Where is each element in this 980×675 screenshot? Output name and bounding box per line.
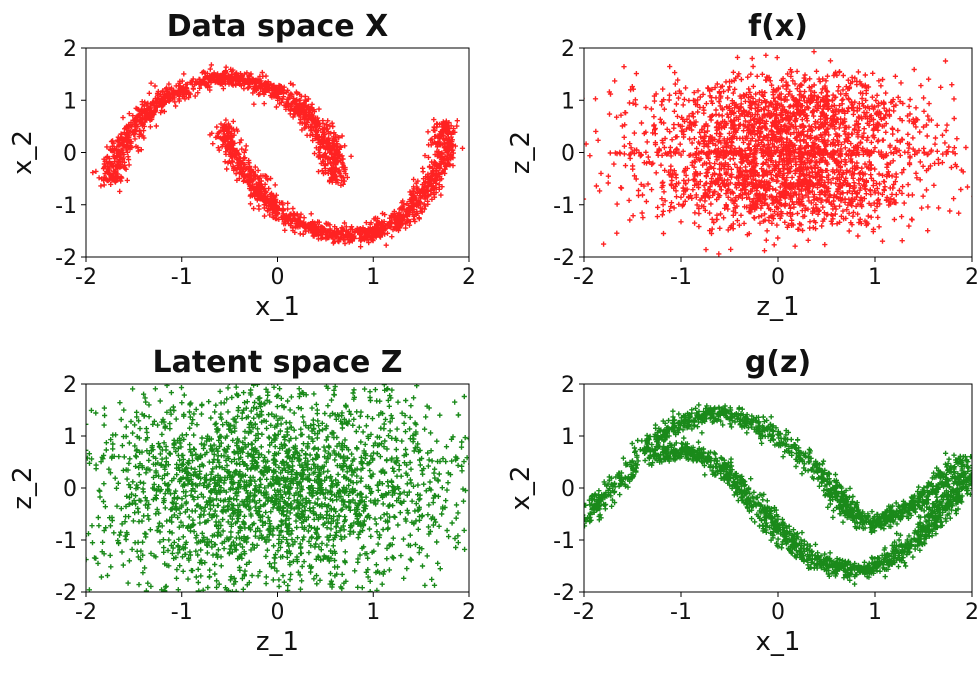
x-tick-label: 0 — [771, 265, 785, 290]
y-tick-label: -1 — [55, 529, 77, 554]
y-tick-label: -2 — [553, 581, 575, 606]
scatter-points — [90, 62, 466, 250]
x-axis-label: x_1 — [255, 292, 300, 322]
x-tick-label: 2 — [462, 600, 476, 625]
y-axis-label: z_2 — [8, 466, 38, 509]
chart-title: Data space X — [167, 9, 388, 44]
x-axis-label: z_1 — [756, 292, 799, 322]
y-tick-label: 0 — [561, 142, 575, 167]
series-lower-band — [584, 92, 972, 257]
y-tick-label: 2 — [63, 373, 77, 398]
x-tick-label: -2 — [75, 600, 97, 625]
x-tick-label: -1 — [171, 600, 193, 625]
y-tick-label: 1 — [63, 425, 77, 450]
chart-title: f(x) — [748, 9, 808, 44]
y-tick-label: 2 — [561, 373, 575, 398]
x-tick-label: 0 — [271, 265, 285, 290]
y-axis-label: x_2 — [506, 466, 536, 511]
panel-f-of-x: -2 -1 0 1 2 -2 -1 0 1 2 f(x) z_1 z_2 — [506, 9, 979, 322]
panel-data-space-x: -2 -1 0 1 2 -2 -1 0 1 2 Data space X x_1 x_2 — [8, 9, 476, 322]
x-tick-label: -2 — [573, 600, 595, 625]
y-tick-label: -2 — [55, 581, 77, 606]
x-tick-label: 1 — [366, 265, 380, 290]
x-axis-label: z_1 — [256, 627, 299, 657]
series-gaussian — [86, 384, 469, 592]
x-tick-label: 1 — [366, 600, 380, 625]
x-tick-label: -2 — [573, 265, 595, 290]
chart-title: g(z) — [745, 345, 811, 380]
panel-g-of-z: -2 -1 0 1 2 -2 -1 0 1 2 g(z) x_1 x_2 — [506, 345, 979, 657]
x-tick-label: -1 — [171, 265, 193, 290]
point-markers — [90, 62, 354, 194]
x-tick-label: 2 — [965, 265, 979, 290]
y-tick-label: 2 — [561, 37, 575, 62]
x-tick-label: -2 — [75, 265, 97, 290]
y-tick-label: 0 — [63, 142, 77, 167]
series-upper-moon — [90, 62, 354, 194]
x-tick-label: -1 — [670, 265, 692, 290]
scatter-points — [584, 49, 972, 257]
x-tick-label: 0 — [271, 600, 285, 625]
y-tick-label: 2 — [63, 37, 77, 62]
x-tick-label: 0 — [771, 600, 785, 625]
point-markers — [584, 92, 972, 257]
x-axis-label: x_1 — [756, 627, 801, 657]
y-tick-label: -1 — [553, 194, 575, 219]
y-tick-label: -2 — [553, 246, 575, 271]
y-tick-label: 0 — [63, 477, 77, 502]
x-tick-label: 1 — [868, 265, 882, 290]
y-tick-label: 1 — [561, 425, 575, 450]
y-axis-label: x_2 — [8, 130, 38, 175]
series-lower-moon — [207, 117, 466, 250]
scatter-points — [86, 384, 469, 592]
panel-latent-space-z: -2 -1 0 1 2 -2 -1 0 1 2 Latent space Z z_1 z_2 — [8, 345, 476, 657]
scatter-points — [584, 402, 972, 587]
x-tick-label: 2 — [462, 265, 476, 290]
x-tick-label: -1 — [670, 600, 692, 625]
point-markers — [207, 117, 466, 250]
axes-frame — [583, 383, 973, 593]
point-markers — [642, 439, 972, 587]
series-lower-wave — [642, 439, 972, 587]
y-tick-label: 1 — [63, 89, 77, 114]
y-tick-label: 0 — [561, 477, 575, 502]
point-markers — [86, 384, 469, 592]
y-tick-label: -1 — [553, 529, 575, 554]
x-tick-label: 1 — [868, 600, 882, 625]
point-markers — [607, 144, 958, 161]
y-tick-label: -1 — [55, 194, 77, 219]
series-center-line — [607, 144, 958, 161]
y-tick-label: -2 — [55, 246, 77, 271]
y-tick-label: 1 — [561, 89, 575, 114]
chart-title: Latent space Z — [152, 345, 402, 380]
x-tick-label: 2 — [965, 600, 979, 625]
y-axis-label: z_2 — [506, 131, 536, 174]
